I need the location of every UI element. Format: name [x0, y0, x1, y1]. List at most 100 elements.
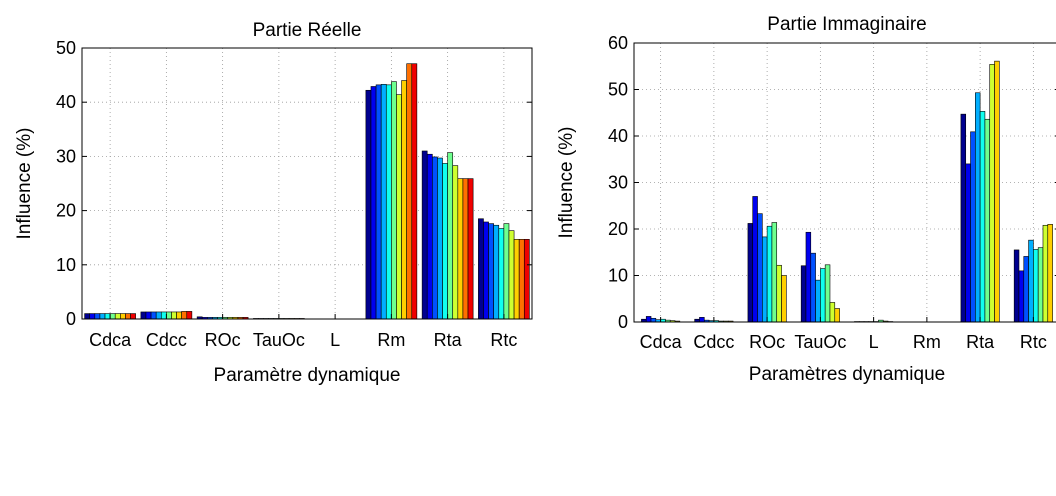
x-tick-label-cdca: Cdca [640, 332, 683, 352]
y-tick-label: 50 [56, 38, 76, 58]
bar-rta-1 [960, 113, 967, 323]
bar-tauoc-5 [820, 268, 826, 323]
bar-rm-6 [391, 81, 397, 320]
bar-roc-7 [776, 264, 782, 323]
y-tick-label: 0 [66, 309, 76, 329]
bar-rtc-2 [1018, 270, 1025, 323]
bar-cdcc-3 [150, 311, 157, 320]
chart-partie-reelle: 0 10 20 30 40 50 Cdca Cdcc ROc TauOc L Rm Rta Rtc Part… [14, 20, 533, 386]
x-tick-label-l: L [330, 330, 340, 350]
bar-rm-5 [385, 84, 392, 320]
x-tick-label-rta: Rta [434, 330, 463, 350]
bar-rta-3 [432, 156, 438, 320]
bar-rta-5 [442, 163, 448, 320]
bar-roc-3 [757, 213, 763, 323]
bar-cdcc-1 [140, 311, 147, 320]
bar-cdca-1 [84, 313, 91, 320]
bar-rtc-1 [1013, 249, 1020, 323]
bar-cdcc-6 [166, 311, 172, 320]
bar-rta-9 [462, 178, 469, 320]
bar-cdca-3 [94, 313, 101, 320]
bar-cdca-2 [645, 316, 652, 323]
bar-rm-3 [375, 84, 382, 320]
bar-rm-9 [406, 63, 413, 320]
x-tick-label-rtc: Rtc [490, 330, 517, 350]
bar-cdca-2 [89, 313, 96, 320]
bar-rta-10 [467, 178, 474, 320]
bar-rta-2 [426, 153, 433, 320]
bar-rta-8 [994, 60, 1000, 323]
bar-rtc-6 [503, 223, 510, 320]
bar-rtc-5 [1033, 249, 1039, 323]
bar-rta-4 [437, 157, 443, 320]
chart-title: Partie Réelle [253, 20, 362, 41]
bar-rtc-1 [478, 218, 484, 320]
bar-cdcc-9 [181, 311, 188, 320]
y-axis-label: Influence (%) [14, 128, 35, 240]
bar-rta-6 [447, 152, 454, 320]
y-tick-label: 20 [608, 219, 628, 239]
bar-cdca-7 [114, 313, 121, 320]
bar-tauoc-4 [815, 279, 821, 323]
bar-tauoc-1 [800, 265, 807, 323]
bar-roc-2 [752, 196, 758, 323]
bar-roc-4 [762, 236, 768, 323]
bar-rta-6 [984, 118, 991, 323]
y-tick-label: 30 [608, 173, 628, 193]
bar-rtc-3 [488, 223, 494, 320]
bar-cdca-10 [130, 313, 136, 320]
bar-rm-4 [380, 84, 387, 320]
bar-cdcc-7 [171, 311, 177, 320]
y-tick-label: 10 [56, 255, 76, 275]
bar-rm-1 [365, 89, 372, 320]
bar-cdca-8 [120, 313, 126, 320]
bar-rta-2 [965, 163, 971, 323]
bar-roc-5 [766, 225, 773, 323]
bar-rtc-4 [1028, 239, 1034, 323]
y-tick-label: 0 [618, 312, 628, 332]
y-tick-label: 10 [608, 266, 628, 286]
axes-frame [81, 47, 533, 320]
bar-rta-7 [452, 165, 459, 320]
bar-cdcc-5 [160, 311, 167, 320]
x-tick-label-cdca: Cdca [89, 330, 132, 350]
bar-rtc-2 [483, 221, 489, 320]
x-tick-label-tauoc: TauOc [253, 330, 305, 350]
y-tick-label: 40 [608, 126, 628, 146]
bar-roc-6 [771, 222, 778, 323]
bar-rta-1 [421, 150, 428, 320]
y-tick-label: 50 [608, 80, 628, 100]
bar-cdcc-4 [155, 311, 162, 320]
x-tick-label-roc: ROc [205, 330, 241, 350]
bar-tauoc-8 [834, 308, 840, 323]
bar-cdca-4 [99, 313, 106, 320]
y-tick-label: 20 [56, 201, 76, 221]
bar-tauoc-6 [824, 264, 831, 323]
bar-rtc-7 [1042, 224, 1049, 323]
bar-rm-10 [411, 63, 418, 320]
bar-roc-8 [781, 275, 787, 323]
chart-title: Partie Immaginaire [767, 14, 926, 35]
y-tick-label: 30 [56, 146, 76, 166]
bar-rtc-10 [523, 239, 530, 320]
y-tick-label: 40 [56, 92, 76, 112]
bar-rm-8 [401, 80, 407, 320]
bar-rtc-3 [1023, 256, 1029, 323]
bar-cdca-9 [125, 313, 131, 320]
x-tick-label-rm: Rm [377, 330, 405, 350]
y-tick-label: 60 [608, 33, 628, 53]
x-tick-label-l: L [869, 332, 879, 352]
bar-cdca-5 [104, 313, 111, 320]
bar-tauoc-3 [810, 252, 816, 323]
bar-rtc-4 [493, 224, 500, 320]
x-tick-label-tauoc: TauOc [794, 332, 846, 352]
chart-partie-immaginaire: 0 10 20 30 40 50 60 Cdca Cdcc ROc TauOc L Rm Rta Rtc Pa… [556, 14, 1056, 385]
bar-rtc-5 [498, 228, 505, 320]
x-tick-label-rta: Rta [966, 332, 995, 352]
x-tick-label-roc: ROc [749, 332, 785, 352]
bar-rtc-8 [1047, 224, 1053, 323]
bar-cdcc-2 [145, 311, 152, 320]
bar-cdcc-10 [186, 311, 193, 320]
bar-cdcc-2 [699, 317, 705, 323]
